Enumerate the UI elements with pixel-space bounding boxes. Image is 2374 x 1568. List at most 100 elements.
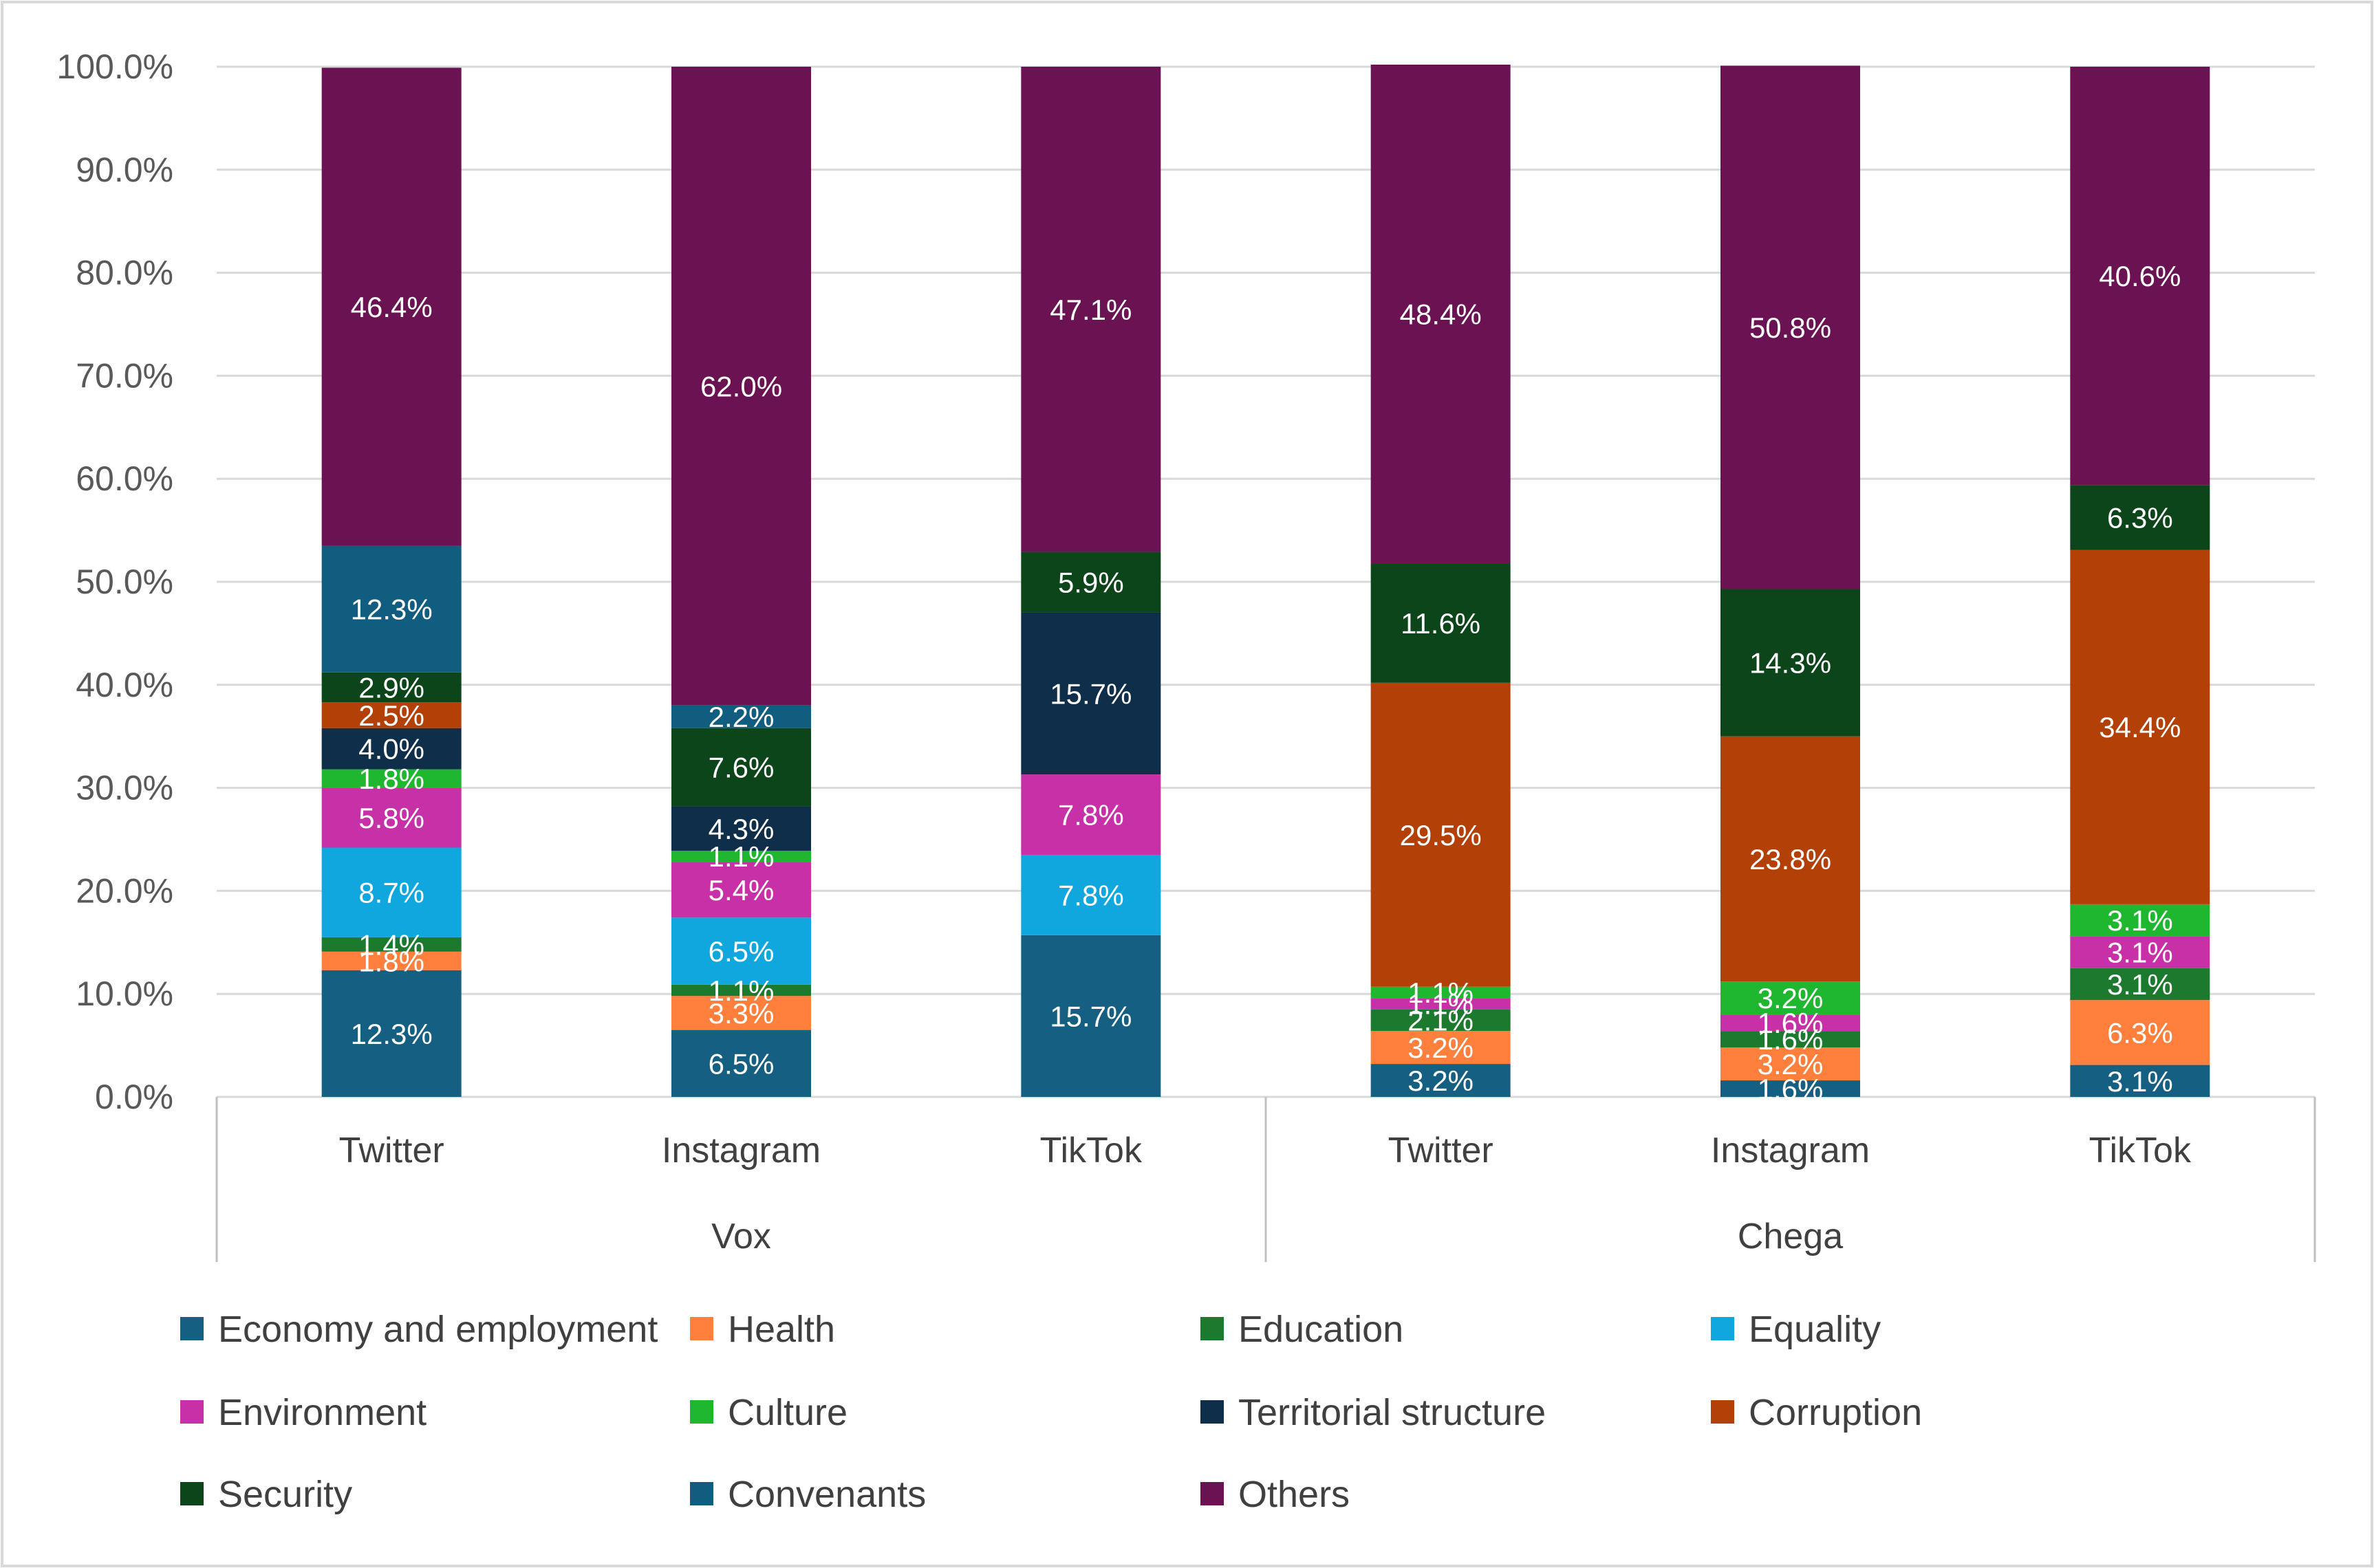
y-tick-label: 100.0% (56, 47, 173, 86)
bar-segment (1370, 1031, 1511, 1065)
legend-label: Territorial structure (1238, 1392, 1546, 1433)
data-label: 4.3% (709, 813, 775, 845)
data-label: 5.9% (1058, 567, 1124, 599)
y-tick-label: 0.0% (95, 1078, 173, 1116)
data-label: 12.3% (351, 1018, 433, 1050)
x-category-label: Instagram (1711, 1131, 1870, 1170)
bar-segment (2070, 968, 2210, 1001)
legend-swatch (180, 1400, 204, 1424)
data-label: 29.5% (1400, 819, 1482, 851)
legend-item: Education (1200, 1309, 1403, 1350)
bar-segment (1720, 1047, 1860, 1081)
bar-segment (671, 984, 811, 997)
data-label: 8.7% (358, 877, 424, 909)
bar-segment (1720, 736, 1860, 982)
data-label: 6.5% (709, 935, 775, 968)
bar-segment (321, 728, 462, 770)
bar-segment (2070, 485, 2210, 550)
bar-segment (321, 951, 462, 970)
data-label: 1.1% (1407, 977, 1474, 1009)
bar-segment (671, 850, 811, 862)
data-label: 6.3% (2107, 1016, 2173, 1049)
gridlines (217, 65, 2315, 1098)
data-label: 7.8% (1058, 799, 1124, 831)
legend-item: Culture (690, 1392, 848, 1433)
legend: Economy and employment Health Education Equ… (180, 1309, 1922, 1515)
data-label: 50.8% (1749, 312, 1831, 344)
bar-segment (2070, 904, 2210, 937)
data-label: 48.4% (1400, 298, 1482, 331)
data-label: 1.1% (709, 840, 775, 873)
bar-segment (1370, 1009, 1511, 1032)
data-label: 2.1% (1407, 1004, 1474, 1036)
legend-item: Equality (1711, 1309, 1881, 1350)
bar-segment (321, 970, 462, 1097)
bar-segment (671, 705, 811, 728)
data-label: 1.4% (358, 928, 424, 961)
bar-segment (1370, 1064, 1511, 1097)
bar-segment (1021, 612, 1161, 775)
bar-segment (1370, 998, 1511, 1010)
data-label: 4.0% (358, 733, 424, 765)
bar-segment (671, 728, 811, 807)
data-label: 12.3% (351, 594, 433, 626)
bar-segment (1720, 1031, 1860, 1048)
bar-segment (1370, 563, 1511, 683)
legend-label: Corruption (1749, 1392, 1922, 1433)
bar-segment (671, 996, 811, 1030)
bar-segment (1720, 65, 1860, 589)
bar-segment (2070, 936, 2210, 968)
bar-segment (1021, 774, 1161, 855)
data-label: 3.1% (2107, 1065, 2173, 1098)
bar-segment (671, 1030, 811, 1097)
data-labels: 12.3%1.8%1.4%8.7%5.8%1.8%4.0%2.5%2.9%12.… (351, 260, 2181, 1105)
legend-item: Corruption (1711, 1392, 1922, 1433)
legend-swatch (180, 1317, 204, 1340)
legend-label: Convenants (728, 1474, 926, 1515)
bar-segment (321, 545, 462, 673)
data-label: 2.9% (358, 672, 424, 704)
bar-segment (321, 672, 462, 703)
legend-item: Environment (180, 1392, 427, 1433)
bars (321, 65, 2210, 1097)
bar-segment (321, 769, 462, 788)
legend-item: Convenants (690, 1474, 926, 1515)
bar-segment (2070, 549, 2210, 904)
bar-segment (321, 847, 462, 937)
data-label: 1.1% (1407, 988, 1474, 1020)
legend-swatch (1200, 1317, 1224, 1340)
bar-segment (1720, 981, 1860, 1015)
data-label: 3.1% (2107, 904, 2173, 937)
bar-segment (1021, 854, 1161, 935)
legend-swatch (690, 1400, 713, 1424)
x-category-label: Twitter (1388, 1131, 1493, 1170)
y-tick-label: 80.0% (76, 254, 173, 292)
legend-swatch (1200, 1482, 1224, 1505)
data-label: 3.2% (1758, 1048, 1824, 1080)
data-label: 3.2% (1407, 1065, 1474, 1097)
data-label: 47.1% (1050, 294, 1132, 326)
y-tick-label: 10.0% (76, 974, 173, 1013)
data-label: 40.6% (2099, 260, 2181, 292)
y-tick-label: 60.0% (76, 459, 173, 498)
legend-item: Health (690, 1309, 835, 1350)
legend-label: Economy and employment (218, 1309, 658, 1350)
data-label: 23.8% (1749, 843, 1831, 875)
bar-segment (671, 917, 811, 985)
data-label: 5.4% (709, 874, 775, 906)
bar-segment (1370, 986, 1511, 999)
bar-segment (321, 937, 462, 952)
data-label: 14.3% (1749, 647, 1831, 679)
bar-segment (671, 806, 811, 851)
bar-segment (1370, 65, 1511, 564)
data-label: 3.1% (2107, 937, 2173, 969)
y-tick-label: 20.0% (76, 871, 173, 910)
bar-segment (2070, 1065, 2210, 1097)
x-group-label: Chega (1738, 1217, 1843, 1256)
bar-segment (671, 862, 811, 918)
bar-segment (1021, 67, 1161, 552)
x-category-label: Instagram (662, 1131, 821, 1170)
legend-swatch (1200, 1400, 1224, 1424)
data-label: 7.6% (709, 752, 775, 784)
